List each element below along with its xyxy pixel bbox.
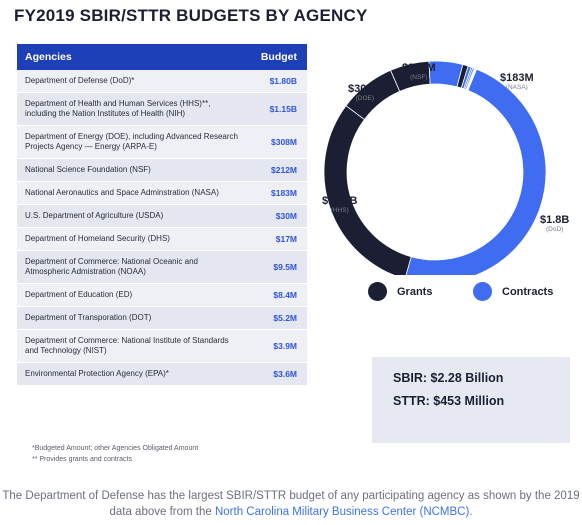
label-nasa: $183M (NASA) — [500, 72, 534, 91]
agency-budget: $9.5M — [273, 262, 297, 272]
budget-table: Agencies Budget Department of Defense (D… — [17, 44, 307, 386]
table-row: Environmental Protection Agency (EPA)* $3… — [17, 363, 307, 386]
footer-text: The Department of Defense has the larges… — [2, 490, 580, 518]
label-doe-value: $308M — [348, 83, 382, 95]
slice-dod — [405, 68, 547, 275]
label-nsf-sub: (NSF) — [410, 74, 428, 81]
agency-name: Department of Energy (DOE), including Ad… — [25, 132, 238, 151]
agency-budget: $1.80B — [269, 76, 297, 86]
table-row: U.S. Department of Agriculture (USDA) $30… — [17, 205, 307, 228]
agency-budget: $3.9M — [273, 341, 297, 351]
agency-name: National Science Foundation (NSF) — [25, 165, 151, 174]
agency-name: Department of Transporation (DOT) — [25, 313, 152, 322]
label-dod: $1.8B (DoD) — [540, 214, 569, 233]
label-nasa-sub: (NASA) — [505, 84, 528, 91]
table-row: Department of Homeland Security (DHS) $17… — [17, 228, 307, 251]
agency-budget: $17M — [275, 234, 297, 244]
table-header: Agencies Budget — [17, 44, 307, 70]
grants-swatch — [368, 282, 387, 301]
agency-budget: $183M — [271, 188, 297, 198]
table-row: National Aeronautics and Space Adminstra… — [17, 182, 307, 205]
label-nsf-value: $212M — [402, 62, 436, 74]
agency-budget: $212M — [271, 165, 297, 175]
legend-contracts: Contracts — [473, 282, 553, 301]
label-nasa-value: $183M — [500, 72, 534, 84]
agency-name: U.S. Department of Agriculture (USDA) — [25, 211, 164, 220]
agency-budget: $1.15B — [269, 104, 297, 114]
ncmbc-link[interactable]: North Carolina Military Business Center … — [214, 506, 470, 518]
agency-name: National Aeronautics and Space Adminstra… — [25, 188, 219, 197]
slice-hhs — [323, 105, 412, 275]
table-row: Department of Transporation (DOT) $5.2M — [17, 307, 307, 330]
label-hhs: $1.15B (HHS) — [322, 195, 357, 214]
footnote-1: *Budgeted Amount; other Agencies Obligat… — [32, 445, 199, 452]
agency-name: Department of Defense (DoD)* — [25, 76, 135, 85]
table-body: Department of Defense (DoD)* $1.80B Depart… — [17, 70, 307, 386]
label-doe: $308M (DOE) — [348, 83, 382, 102]
donut-chart — [323, 60, 547, 275]
summary-box: SBIR: $2.28 Billion STTR: $453 Million — [372, 357, 570, 443]
agency-budget: $5.2M — [273, 313, 297, 323]
label-hhs-sub: (HHS) — [330, 207, 349, 214]
label-doe-sub: (DOE) — [355, 95, 375, 102]
label-hhs-value: $1.15B — [322, 195, 358, 207]
label-dod-sub: (DoD) — [546, 226, 564, 233]
table-row: Department of Defense (DoD)* $1.80B — [17, 70, 307, 93]
legend-contracts-label: Contracts — [502, 285, 554, 298]
agency-name: Department of Commerce: National Oceanic… — [25, 257, 198, 276]
label-nsf: $212M (NSF) — [402, 62, 436, 81]
footer-caption: The Department of Defense has the larges… — [0, 488, 582, 520]
sbir-total: SBIR: $2.28 Billion — [393, 371, 504, 385]
table-row: Department of Energy (DOE), including Ad… — [17, 126, 307, 159]
footer-end: . — [469, 506, 473, 518]
table-row: Department of Commerce: National Oceanic… — [17, 251, 307, 284]
table-row: Department of Education (ED) $8.4M — [17, 284, 307, 307]
table-row: Department of Commerce: National Institu… — [17, 330, 307, 363]
agency-name: Department of Homeland Security (DHS) — [25, 234, 170, 243]
footnote-2: ** Provides grants and contracts — [32, 456, 132, 463]
footnotes: *Budgeted Amount; other Agencies Obligat… — [32, 443, 198, 465]
agency-name: Department of Commerce: National Institu… — [25, 336, 229, 355]
table-row: Department of Health and Human Services … — [17, 93, 307, 126]
legend-grants-label: Grants — [397, 285, 433, 298]
agency-budget: $8.4M — [273, 290, 297, 300]
agency-name: Department of Health and Human Services … — [25, 99, 211, 118]
agency-name: Department of Education (ED) — [25, 290, 133, 299]
page-title: FY2019 SBIR/STTR BUDGETS BY AGENCY — [14, 6, 368, 25]
sttr-total: STTR: $453 Million — [393, 394, 505, 408]
legend-grants: Grants — [368, 282, 432, 301]
agency-budget: $3.6M — [273, 369, 297, 379]
agency-budget: $308M — [271, 137, 297, 147]
header-budget: Budget — [260, 51, 297, 63]
table-row: National Science Foundation (NSF) $212M — [17, 159, 307, 182]
label-dod-value: $1.8B — [540, 214, 570, 226]
agency-name: Environmental Protection Agency (EPA)* — [25, 369, 169, 378]
slice-epa — [466, 68, 478, 91]
header-agencies: Agencies — [25, 51, 72, 63]
contracts-swatch — [473, 282, 492, 301]
agency-budget: $30M — [275, 211, 297, 221]
